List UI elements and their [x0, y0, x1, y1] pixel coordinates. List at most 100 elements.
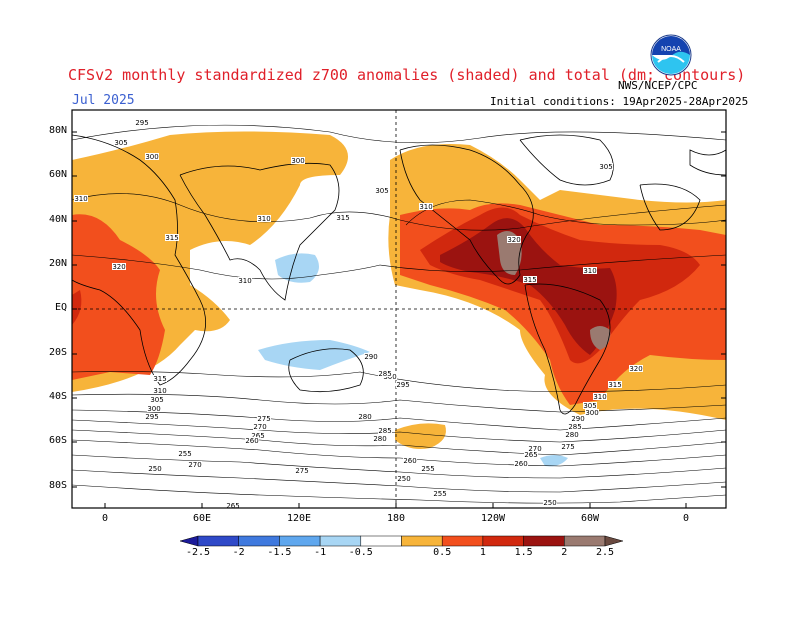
- contour-label-bg: [257, 215, 271, 222]
- lon-label: 120E: [286, 513, 312, 524]
- contour-label: 300: [291, 157, 304, 165]
- contour-label: 290: [571, 415, 584, 423]
- anomaly-shading: 2953053003103103153203103153103053003052…: [72, 110, 726, 510]
- contour-label: 310: [419, 203, 432, 211]
- contour-label-bg: [145, 413, 159, 420]
- contour-label-bg: [257, 415, 271, 422]
- contour-label: 310: [257, 215, 270, 223]
- contour-label: 280: [358, 413, 371, 421]
- contour-label-bg: [593, 393, 607, 400]
- contour-label: 310: [583, 267, 596, 275]
- contour-label-bg: [378, 370, 392, 377]
- contour-label: 305: [150, 396, 163, 404]
- contour-label-bg: [571, 415, 585, 422]
- colorbar-label: 2.5: [595, 547, 615, 558]
- contour-label: 260: [403, 457, 416, 465]
- contour-label: 305: [599, 163, 612, 171]
- contour-label-bg: [565, 431, 579, 438]
- lon-label: 180: [386, 513, 406, 524]
- contour-label-bg: [583, 267, 597, 274]
- noaa-logo: NOAA: [650, 34, 692, 76]
- lat-label: 20S: [48, 347, 67, 358]
- contour-label: 305: [375, 187, 388, 195]
- contour-label-bg: [148, 465, 162, 472]
- contour-label-bg: [178, 450, 192, 457]
- lon-label: 60W: [580, 513, 600, 524]
- colorbar-label: -2: [232, 547, 245, 558]
- contour-label-bg: [251, 432, 265, 439]
- contour-label-bg: [150, 396, 164, 403]
- contour-label: 310: [153, 387, 166, 395]
- contour-label-bg: [226, 502, 240, 508]
- svg-text:NOAA: NOAA: [661, 46, 681, 53]
- contour-label: 265: [226, 502, 239, 510]
- contour-label: 295: [145, 413, 158, 421]
- contour-label: 310: [74, 195, 87, 203]
- contour-label: 285: [378, 370, 391, 378]
- contour-label: 310: [593, 393, 606, 401]
- contour-label: 315: [153, 375, 166, 383]
- lat-label: EQ: [54, 302, 67, 313]
- contour-label: 270: [528, 445, 541, 453]
- contour-label: 295: [135, 119, 148, 127]
- contour-label-bg: [397, 475, 411, 482]
- colorbar-segment: [319, 535, 362, 547]
- contour-label: 280: [373, 435, 386, 443]
- contour-label-bg: [378, 427, 392, 434]
- latitude-ticks: [72, 131, 726, 488]
- contour-label-bg: [568, 423, 582, 430]
- lat-label: 40N: [48, 214, 67, 225]
- contour-label: 295: [396, 381, 409, 389]
- contour-label-bg: [165, 234, 179, 241]
- contour-label-bg: [507, 236, 521, 243]
- contour-label: 250: [148, 465, 161, 473]
- contour-label: 260: [245, 437, 258, 445]
- contour-label-bg: [238, 277, 252, 284]
- colorbar-label: -2.5: [185, 547, 211, 558]
- contour-label-bg: [245, 437, 259, 444]
- contour-label-bg: [433, 490, 447, 497]
- colorbar-segment: [441, 535, 484, 547]
- contour-label: 255: [433, 490, 446, 498]
- colorbar-segment: [523, 535, 565, 547]
- contour-label: 275: [257, 415, 270, 423]
- contour-label: 320: [507, 236, 520, 244]
- contour-label: 305: [583, 402, 596, 410]
- colorbar-label: 1.5: [514, 547, 533, 558]
- lat-label: 80S: [48, 480, 67, 491]
- contour-label: 265: [524, 451, 537, 459]
- contour-label-bg: [112, 263, 126, 270]
- contour-label: 320: [112, 263, 125, 271]
- lat-label: 60N: [48, 169, 67, 180]
- contour-label: 310: [238, 277, 251, 285]
- lon-label: 0: [101, 513, 109, 524]
- contour-label-bg: [514, 460, 528, 467]
- lon-label: 60E: [192, 513, 212, 524]
- contour-label-bg: [135, 119, 149, 126]
- contour-label-bg: [524, 451, 538, 458]
- colorbar-segment: [401, 535, 443, 547]
- colorbar: [179, 535, 624, 547]
- contour-label-bg: [421, 465, 435, 472]
- contour-label-bg: [585, 409, 599, 416]
- colorbar-segment: [482, 535, 524, 547]
- contour-label: 270: [253, 423, 266, 431]
- contour-label-bg: [147, 405, 161, 412]
- lat-label: 60S: [48, 435, 67, 446]
- contour-label: 260: [514, 460, 527, 468]
- contour-label-bg: [583, 402, 597, 409]
- initial-conditions: Initial conditions: 19Apr2025-28Apr2025: [490, 95, 749, 108]
- contour-label: 275: [295, 467, 308, 475]
- colorbar-label: -0.5: [348, 547, 373, 558]
- colorbar-segment: [197, 535, 239, 547]
- contour-label-bg: [364, 353, 378, 360]
- contour-label: 320: [629, 365, 642, 373]
- contour-label-bg: [74, 195, 88, 202]
- colorbar-label: 0.5: [433, 547, 452, 558]
- lat-label: 20N: [48, 258, 67, 269]
- organization-label: NWS/NCEP/CPC: [618, 79, 698, 92]
- contour-label-bg: [396, 381, 410, 388]
- contour-label: 290: [364, 353, 377, 361]
- contour-label: 300: [145, 153, 158, 161]
